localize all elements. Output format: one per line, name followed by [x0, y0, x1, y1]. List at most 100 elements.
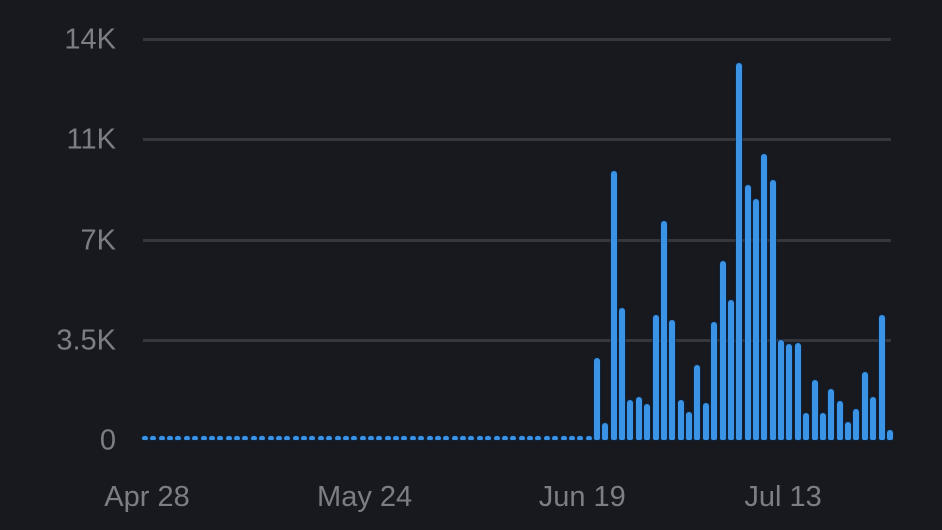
bar[interactable] [778, 339, 785, 440]
bar[interactable] [334, 436, 341, 440]
bar[interactable] [686, 411, 693, 440]
bar[interactable] [577, 436, 584, 440]
bar[interactable] [150, 436, 157, 440]
bar[interactable] [418, 436, 425, 440]
bar[interactable] [284, 436, 291, 440]
bar[interactable] [886, 429, 893, 440]
bar[interactable] [434, 436, 441, 440]
y-tick-label: 0 [99, 424, 116, 457]
bar[interactable] [301, 436, 308, 440]
bar[interactable] [786, 343, 793, 440]
bar[interactable] [702, 402, 709, 440]
bar[interactable] [476, 436, 483, 440]
bar[interactable] [677, 399, 684, 440]
bar[interactable] [560, 436, 567, 440]
bar[interactable] [468, 436, 475, 440]
bar[interactable] [342, 436, 349, 440]
bar[interactable] [627, 399, 634, 440]
bar[interactable] [719, 260, 726, 440]
bar[interactable] [711, 321, 718, 440]
bar[interactable] [736, 63, 743, 440]
bar[interactable] [543, 436, 550, 440]
bar[interactable] [694, 364, 701, 440]
bar[interactable] [819, 412, 826, 440]
bar[interactable] [660, 221, 667, 440]
bar[interactable] [359, 436, 366, 440]
bar[interactable] [351, 436, 358, 440]
bar[interactable] [828, 388, 835, 440]
bar[interactable] [602, 422, 609, 440]
bar[interactable] [460, 436, 467, 440]
bar[interactable] [250, 435, 257, 440]
bar[interactable] [234, 436, 241, 440]
bar[interactable] [142, 436, 148, 440]
bar[interactable] [510, 436, 517, 440]
bar[interactable] [393, 436, 400, 440]
bar[interactable] [451, 436, 458, 440]
bar[interactable] [535, 436, 542, 440]
bar[interactable] [568, 436, 575, 440]
y-tick-label: 14K [64, 23, 116, 56]
bar[interactable] [326, 436, 333, 440]
bar[interactable] [845, 421, 852, 440]
bar[interactable] [242, 436, 249, 440]
bar[interactable] [183, 436, 190, 440]
bar[interactable] [861, 371, 868, 440]
bar[interactable] [259, 436, 266, 440]
bar[interactable] [292, 436, 299, 440]
bar[interactable] [192, 436, 199, 440]
bar[interactable] [267, 436, 274, 440]
bar[interactable] [401, 436, 408, 440]
bar[interactable] [317, 436, 324, 440]
bar[interactable] [552, 436, 559, 440]
bar[interactable] [811, 379, 818, 440]
bar[interactable] [518, 436, 525, 440]
bar[interactable] [878, 314, 885, 440]
bar[interactable] [753, 199, 759, 440]
y-tick-label: 3.5K [56, 324, 116, 357]
bar[interactable] [744, 185, 751, 440]
gridline [143, 338, 891, 342]
bar[interactable] [761, 154, 768, 440]
bar[interactable] [644, 403, 651, 440]
bar[interactable] [593, 357, 600, 440]
bar[interactable] [493, 436, 500, 440]
bar[interactable] [610, 171, 617, 440]
bar[interactable] [853, 408, 860, 440]
bar[interactable] [309, 436, 316, 440]
bar[interactable] [275, 436, 282, 440]
bar[interactable] [167, 436, 174, 440]
bar[interactable] [501, 436, 508, 440]
bar[interactable] [585, 436, 592, 440]
bar[interactable] [208, 436, 215, 440]
y-tick-label: 11K [66, 123, 116, 156]
bar[interactable] [384, 436, 391, 440]
bar[interactable] [367, 436, 374, 440]
bar[interactable] [485, 436, 492, 440]
bar[interactable] [409, 436, 416, 440]
bar[interactable] [870, 396, 877, 440]
bar[interactable] [803, 412, 810, 440]
bar[interactable] [619, 307, 626, 440]
bar[interactable] [225, 436, 232, 440]
bar[interactable] [669, 319, 676, 440]
bar[interactable] [794, 342, 801, 440]
gridline [143, 238, 891, 242]
bar[interactable] [836, 400, 843, 440]
gridline [143, 38, 891, 41]
x-tick-label: Jul 13 [744, 481, 822, 513]
bar[interactable] [200, 435, 207, 440]
bar[interactable] [652, 314, 659, 440]
bar[interactable] [527, 436, 534, 440]
bar[interactable] [217, 436, 224, 440]
bar[interactable] [443, 436, 450, 440]
bar[interactable] [175, 436, 182, 440]
bar[interactable] [376, 436, 383, 440]
bar[interactable] [769, 180, 776, 440]
bar[interactable] [426, 436, 433, 440]
x-tick-label: Jun 19 [538, 481, 626, 513]
bar[interactable] [158, 436, 165, 440]
bar[interactable] [635, 397, 642, 440]
bar[interactable] [727, 299, 734, 440]
gridline [143, 138, 891, 142]
